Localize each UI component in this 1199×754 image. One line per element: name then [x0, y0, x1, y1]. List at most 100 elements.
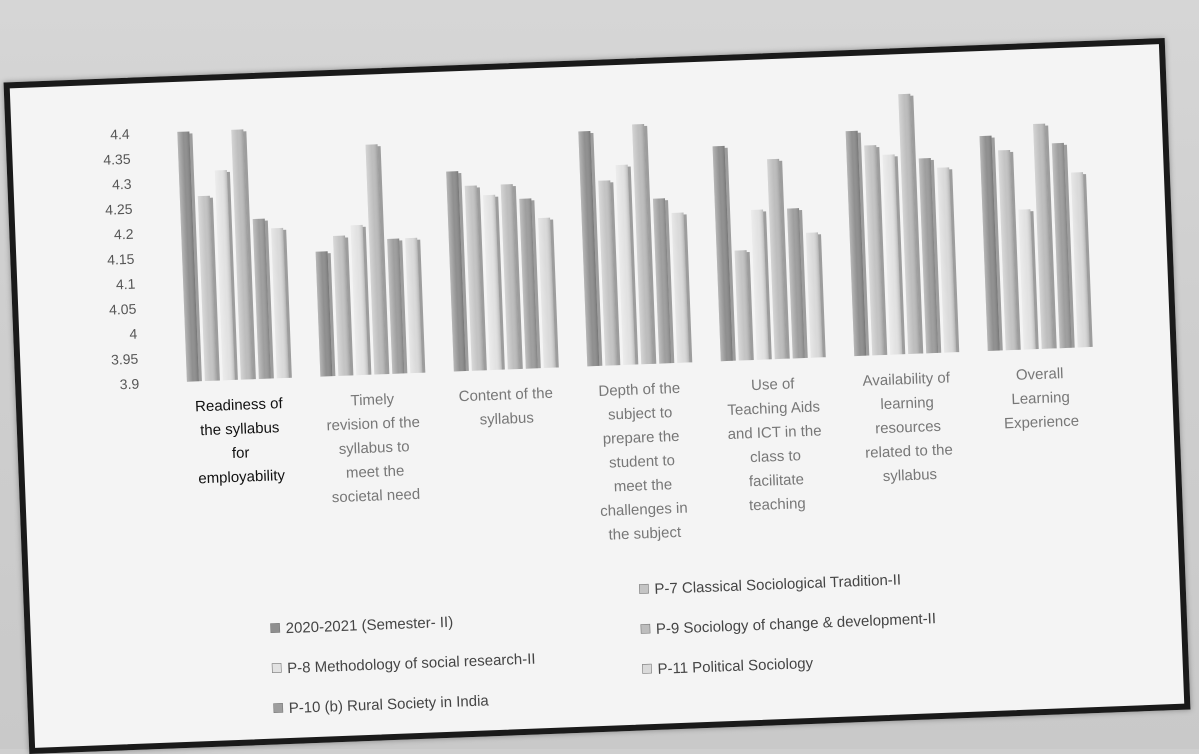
legend-swatch	[271, 663, 282, 673]
bar-shading	[387, 238, 405, 374]
bar-side	[857, 132, 870, 356]
legend: 2020-2021 (Semester- II) P-7 Classical So…	[270, 571, 937, 717]
bar-side	[818, 234, 826, 358]
bar-side	[949, 169, 960, 353]
category-label: Readiness ofthe syllabusforemployability	[195, 395, 287, 487]
bar-shading	[1051, 142, 1072, 349]
category-label: Content of thesyllabus	[458, 385, 554, 430]
category-labels: Readiness ofthe syllabusforemployability…	[195, 365, 1080, 544]
y-tick-label: 3.9	[119, 376, 139, 393]
bar-side	[724, 147, 736, 361]
bar-shading	[1018, 209, 1036, 350]
bar-side	[512, 185, 523, 369]
legend-label: P-11 Political Sociology	[657, 655, 814, 678]
y-tick-label: 4.2	[114, 226, 134, 243]
bar-shading	[615, 164, 636, 365]
bar-shading	[252, 218, 271, 379]
bar-shading	[177, 131, 199, 382]
bar-side	[458, 173, 469, 372]
y-tick-label: 4.15	[107, 251, 135, 268]
bar-side	[1063, 144, 1075, 348]
y-tick-label: 4.05	[109, 301, 137, 318]
bar-shading	[333, 235, 351, 376]
bar-side	[1083, 174, 1093, 348]
bar-side	[991, 137, 1003, 351]
bar-side	[550, 219, 559, 368]
bar-shading	[898, 93, 921, 355]
y-axis: 4.4 4.35 4.3 4.25 4.2 4.15 4.1 4.05 4 3.95 3.9	[103, 126, 140, 393]
legend-label: 2020-2021 (Semester- II)	[285, 614, 453, 637]
bar-side	[264, 220, 274, 379]
bar-side	[590, 132, 603, 366]
bar-side	[377, 146, 390, 375]
bar-side	[362, 226, 372, 375]
bar-side	[189, 133, 202, 382]
bar-chart: 4.4 4.35 4.3 4.25 4.2 4.15 4.1 4.05 4 3.95 3.9 Rea…	[103, 93, 1093, 717]
bar-side	[876, 146, 888, 355]
bar-shading	[751, 209, 769, 360]
bar-shading	[937, 167, 957, 353]
bar-side	[226, 171, 238, 380]
bar-side	[665, 200, 675, 364]
category-label: Availability oflearningresourcesrelated …	[862, 369, 955, 485]
bar-shading	[979, 135, 1000, 351]
bar-side	[243, 131, 256, 380]
bar-shading	[446, 171, 466, 372]
bar-side	[910, 95, 924, 354]
bar-shading	[1070, 172, 1090, 348]
category-label: Timelyrevision of thesyllabus tomeet the…	[325, 390, 423, 507]
category-label: OverallLearningExperience	[1002, 365, 1079, 433]
bar-side	[746, 252, 754, 361]
bar-shading	[315, 251, 333, 377]
bar-side	[476, 187, 487, 371]
legend-label: P-8 Methodology of social research-II	[287, 651, 536, 678]
legend-swatch	[640, 623, 651, 634]
bar-side	[283, 229, 292, 378]
bar-side	[644, 125, 657, 364]
bar-shading	[712, 145, 733, 362]
bar-shading	[882, 154, 903, 355]
bar-shading	[231, 129, 253, 380]
bar-side	[1030, 211, 1039, 350]
y-tick-label: 4.35	[103, 151, 131, 168]
bar-shading	[845, 130, 867, 357]
legend-swatch	[642, 663, 652, 674]
bar-shading	[998, 149, 1018, 351]
bar-side	[930, 159, 942, 353]
bar-shading	[214, 170, 235, 381]
bar-side	[495, 196, 505, 370]
bar-side	[779, 160, 790, 359]
bar-shading	[538, 217, 556, 369]
bar-side	[1010, 151, 1021, 350]
bar-shading	[500, 184, 520, 370]
bar-side	[417, 239, 426, 373]
bar-shading	[464, 185, 484, 371]
legend-label: P-10 (b) Rural Society in India	[288, 692, 489, 717]
bar-shading	[1033, 123, 1054, 349]
bar-shading	[519, 198, 538, 369]
y-tick-label: 4.4	[110, 126, 130, 143]
bar-shading	[483, 194, 502, 371]
bar-side	[799, 209, 808, 358]
bar-side	[345, 237, 354, 376]
y-tick-label: 4	[129, 326, 138, 342]
chart-sheet: 4.4 4.35 4.3 4.25 4.2 4.15 4.1 4.05 4 3.95 3.9 Rea…	[3, 37, 1191, 754]
bar-shading	[197, 195, 217, 382]
bar-side	[894, 156, 906, 355]
legend-swatch	[273, 702, 284, 713]
bar-shading	[405, 237, 423, 374]
bar-shading	[864, 145, 885, 356]
bar-side	[209, 197, 220, 381]
y-tick-label: 4.1	[116, 276, 136, 293]
bar-shading	[671, 212, 690, 363]
y-tick-label: 4.25	[105, 201, 133, 218]
legend-swatch	[638, 583, 649, 594]
bar-shading	[787, 208, 805, 359]
category-label: Depth of thesubject toprepare thestudent…	[595, 380, 689, 544]
legend-label: P-7 Classical Sociological Tradition-II	[654, 571, 901, 597]
bar-shading	[805, 232, 823, 358]
legend-label: P-9 Sociology of change & development-II	[656, 610, 937, 638]
legend-swatch	[270, 623, 281, 634]
bar-shading	[365, 144, 387, 375]
